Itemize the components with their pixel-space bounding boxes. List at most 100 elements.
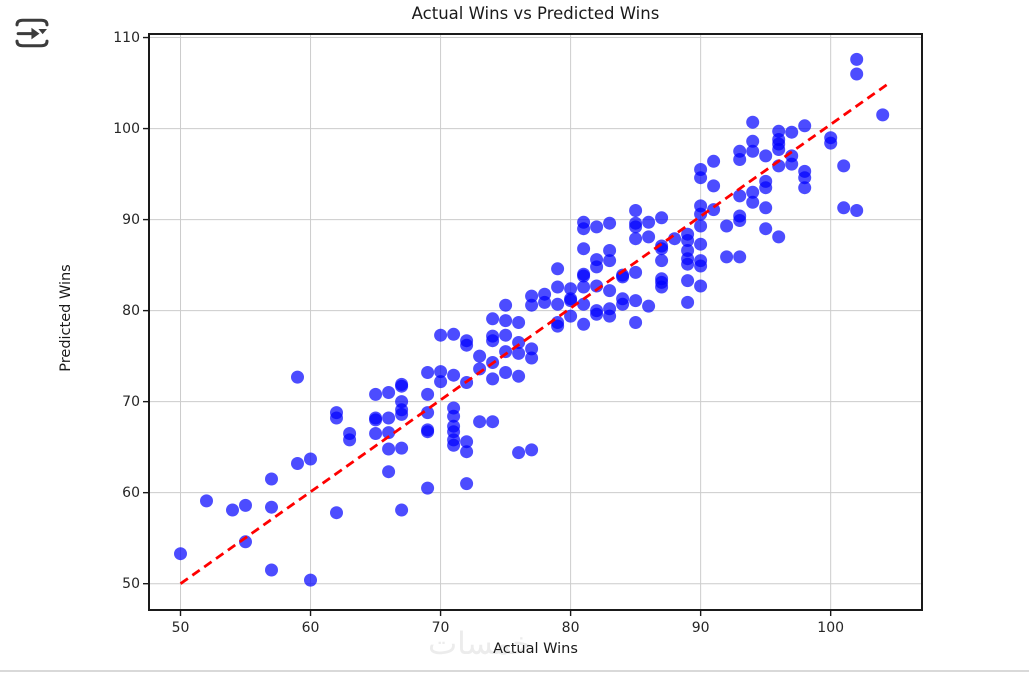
y-tick-label: 60 [122, 484, 140, 501]
scatter-point [590, 220, 604, 234]
scatter-point [694, 207, 708, 221]
export-arrow-icon[interactable] [14, 18, 50, 48]
page-divider-line [0, 670, 1029, 672]
scatter-point [382, 386, 396, 399]
x-tick-label: 70 [431, 620, 450, 636]
predicted-vs-actual-points [174, 52, 890, 587]
scatter-point [798, 119, 812, 133]
scatter-point [395, 503, 409, 517]
y-tick-label: 90 [122, 211, 140, 228]
scatter-point [733, 153, 747, 166]
scatter-point [447, 327, 461, 341]
scatter-point [421, 406, 435, 420]
scatter-point [512, 316, 526, 329]
scatter-point [577, 242, 591, 256]
scatter-point [785, 157, 799, 171]
scatter-point [460, 445, 474, 459]
scatter-point [746, 134, 760, 148]
scatter-plot-area [143, 33, 923, 616]
scatter-point [629, 316, 643, 329]
scatter-point [720, 250, 734, 264]
scatter-point [694, 259, 708, 273]
scatter-point [590, 253, 604, 267]
scatter-point [759, 201, 773, 215]
scatter-point [421, 366, 435, 379]
chart-title: Actual Wins vs Predicted Wins [411, 4, 660, 23]
scatter-point [239, 498, 252, 512]
scatter-point [551, 319, 565, 333]
scatter-point [720, 219, 734, 233]
scatter-point [447, 409, 461, 423]
y-tick-label: 70 [122, 393, 140, 410]
scatter-point [382, 411, 396, 425]
scatter-point [369, 427, 383, 440]
scatter-point [577, 317, 591, 331]
scatter-point [655, 239, 669, 253]
y-tick-label: 80 [122, 302, 140, 319]
scatter-point [707, 154, 721, 168]
scatter-point [681, 295, 695, 309]
scatter-point [447, 368, 461, 382]
scatter-point [759, 181, 773, 195]
scatter-point [629, 204, 643, 217]
scatter-point [629, 232, 643, 246]
scatter-point [499, 366, 513, 379]
scatter-point [603, 254, 617, 268]
scatter-point [694, 219, 708, 233]
scatter-point [603, 244, 617, 257]
scatter-point [746, 185, 760, 199]
scatter-point [525, 342, 539, 356]
scatter-point [629, 216, 643, 230]
y-tick-label: 100 [113, 120, 140, 137]
scatter-point [486, 372, 500, 386]
scatter-point [486, 415, 500, 429]
scatter-point [395, 407, 409, 421]
scatter-point [759, 149, 773, 163]
scatter-point [499, 328, 513, 342]
scatter-point [681, 234, 695, 247]
scatter-point [577, 269, 591, 283]
scatter-point [512, 369, 526, 383]
scatter-point [486, 312, 500, 326]
scatter-point [746, 195, 760, 209]
scatter-point [733, 189, 747, 203]
scatter-point [837, 159, 851, 173]
x-axis-label: Actual Wins [493, 641, 578, 657]
scatter-point [876, 108, 890, 122]
scatter-point [200, 494, 213, 508]
scatter-point [330, 406, 343, 420]
scatter-point [824, 136, 838, 150]
scatter-point [525, 298, 539, 312]
scatter-point [733, 209, 747, 223]
scatter-point [486, 334, 500, 348]
scatter-point [577, 280, 591, 294]
scatter-point [460, 477, 474, 491]
scatter-point [421, 387, 435, 401]
scatter-point [265, 563, 278, 577]
scatter-point [551, 280, 565, 294]
scatter-point [837, 201, 851, 215]
x-tick-label: 80 [561, 620, 580, 636]
y-tick-label: 110 [113, 29, 140, 46]
scatter-point [382, 426, 396, 440]
scatter-point [616, 292, 630, 306]
scatter-point [642, 230, 656, 244]
scatter-point [564, 309, 578, 323]
identity-reference-line [179, 81, 890, 585]
scatter-point [603, 216, 617, 230]
x-tick-label: 60 [301, 620, 320, 636]
scatter-point [265, 472, 278, 486]
scatter-point [694, 279, 708, 293]
scatter-point [525, 443, 539, 457]
scatter-point [759, 222, 773, 236]
scatter-point [577, 297, 591, 311]
gridlines [148, 33, 923, 611]
scatter-point [525, 289, 539, 303]
scatter-point [850, 52, 864, 66]
scatter-point [551, 262, 565, 276]
x-tick-label: 90 [691, 620, 710, 636]
scatter-point [382, 465, 396, 479]
scatter-point [603, 284, 617, 298]
scatter-point [369, 413, 383, 427]
